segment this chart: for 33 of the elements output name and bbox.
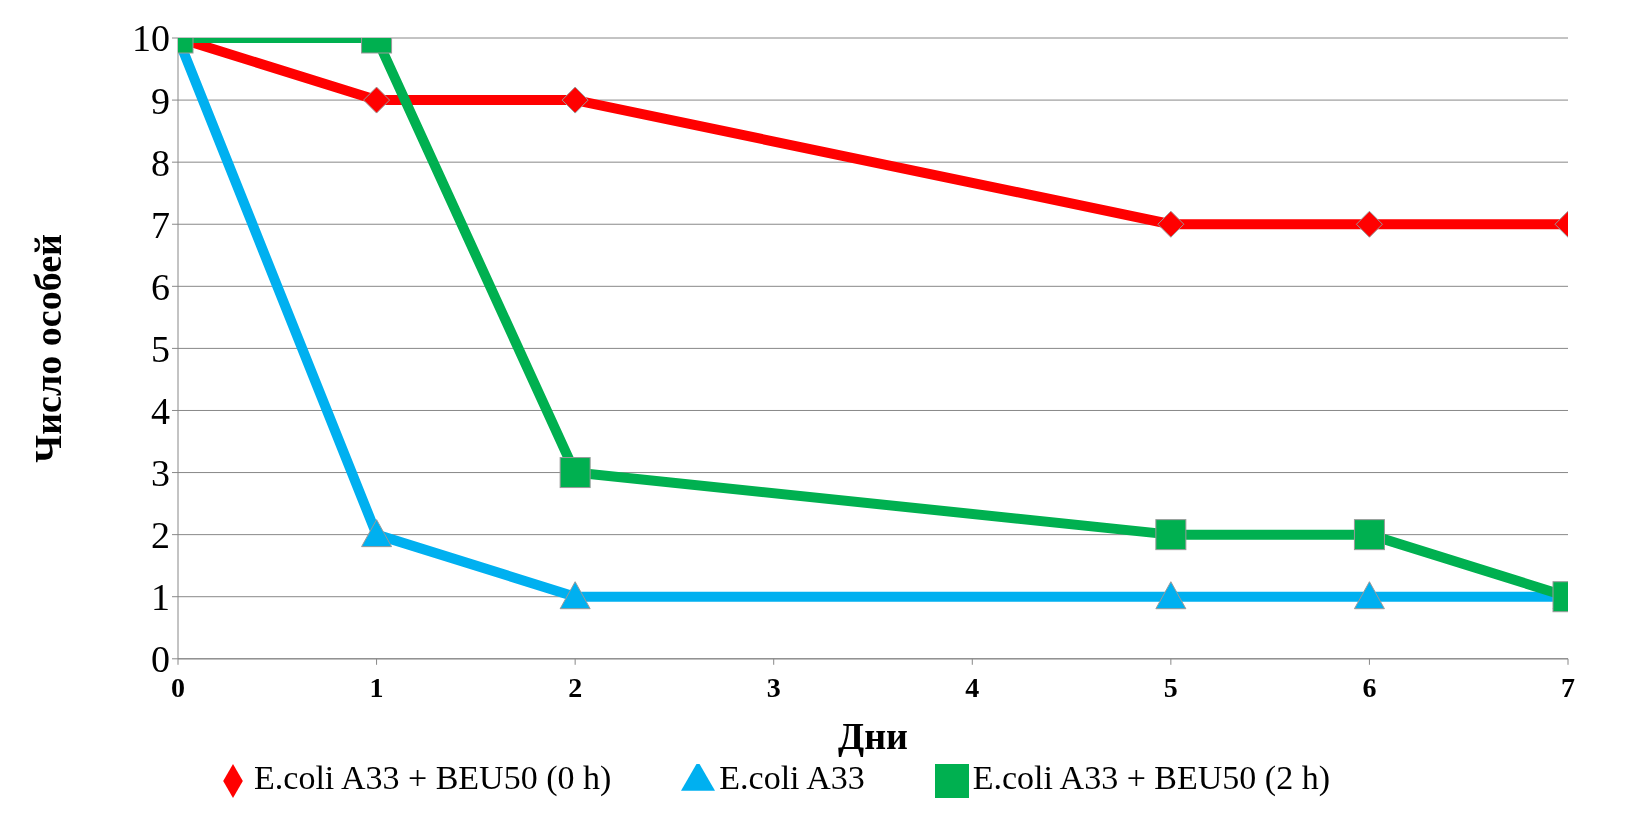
y-tick-label: 4 <box>151 389 170 432</box>
x-tick-label: 5 <box>1163 671 1178 703</box>
point <box>559 457 591 489</box>
y-axis-title: Число особей <box>27 234 70 463</box>
y-tick-label: 8 <box>151 141 170 184</box>
y-tick-label: 7 <box>151 203 170 246</box>
x-tick-label: 1 <box>369 671 384 703</box>
point <box>1353 581 1385 610</box>
point <box>1157 210 1185 238</box>
y-tick-label: 5 <box>151 327 170 370</box>
point <box>363 86 391 114</box>
point <box>561 86 589 114</box>
x-tick-label: 3 <box>766 671 781 703</box>
legend-label: E.coli A33 + BEU50 (2 h) <box>972 758 1330 796</box>
point <box>559 581 591 610</box>
x-axis-title: Дни <box>838 714 908 757</box>
x-tick-label: 7 <box>1561 671 1575 703</box>
y-tick-label: 1 <box>151 576 170 619</box>
legend-label: E.coli A33 + BEU50 (0 h) <box>254 758 612 796</box>
x-tick-label: 4 <box>965 671 980 703</box>
point <box>1155 519 1187 551</box>
legend-label: E.coli A33 <box>719 758 865 796</box>
y-tick-label: 2 <box>151 514 170 557</box>
point <box>1155 581 1187 610</box>
x-tick-label: 2 <box>568 671 583 703</box>
y-tick-label: 6 <box>151 265 170 308</box>
x-tick-label: 6 <box>1362 671 1377 703</box>
point <box>1353 519 1385 551</box>
y-tick-label: 10 <box>132 17 170 60</box>
point <box>1355 210 1383 238</box>
point <box>361 519 393 548</box>
y-tick-label: 9 <box>151 79 170 122</box>
y-tick-label: 3 <box>151 452 170 495</box>
